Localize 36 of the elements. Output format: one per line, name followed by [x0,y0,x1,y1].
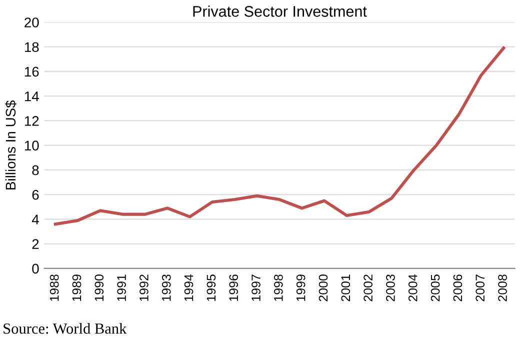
y-tick-label: 18 [24,42,39,52]
line-series [54,46,506,226]
x-tick-label: 2003 [386,274,395,302]
x-tick-label: 1999 [296,274,306,301]
x-tick-label: 1996 [229,274,238,301]
x-tick-label: 1992 [140,274,148,301]
chart-title: Private Sector Investment [193,6,367,17]
x-tick-label: 1998 [274,274,283,301]
x-tick-label: 2006 [453,274,462,302]
y-tick-label: 14 [24,92,39,102]
y-tick-label: 0 [32,264,39,274]
y-axis-title: Billions In US$ [5,100,16,190]
x-tick-label: 1988 [50,274,59,301]
x-tick-label: 1989 [72,274,82,301]
y-tick-label: 8 [32,165,39,176]
y-tick-label: 16 [24,66,39,77]
y-tick-label: 4 [32,214,39,224]
x-tick-label: 1991 [117,274,126,301]
x-tick-label: 2008 [498,274,507,302]
source-note: Source: World Bank [4,323,127,334]
x-tick-label: 2004 [408,274,418,302]
x-tick-label: 2000 [318,274,328,302]
y-tick-label: 10 [24,140,39,151]
x-tick-label: 1995 [206,274,216,301]
x-tick-label: 2005 [430,274,440,302]
x-tick-label: 2007 [476,274,485,302]
x-tick-label: 1993 [162,274,171,301]
x-tick-label: 1990 [94,274,104,301]
x-tick-label: 1997 [252,274,260,301]
y-tick-label: 20 [24,18,39,28]
x-tick-label: 1994 [184,274,194,301]
x-tick-label: 2001 [341,274,350,302]
x-tick-label: 2002 [364,274,372,302]
y-tick-label: 6 [32,190,39,200]
y-tick-label: 2 [32,239,39,249]
y-tick-label: 12 [24,116,39,126]
